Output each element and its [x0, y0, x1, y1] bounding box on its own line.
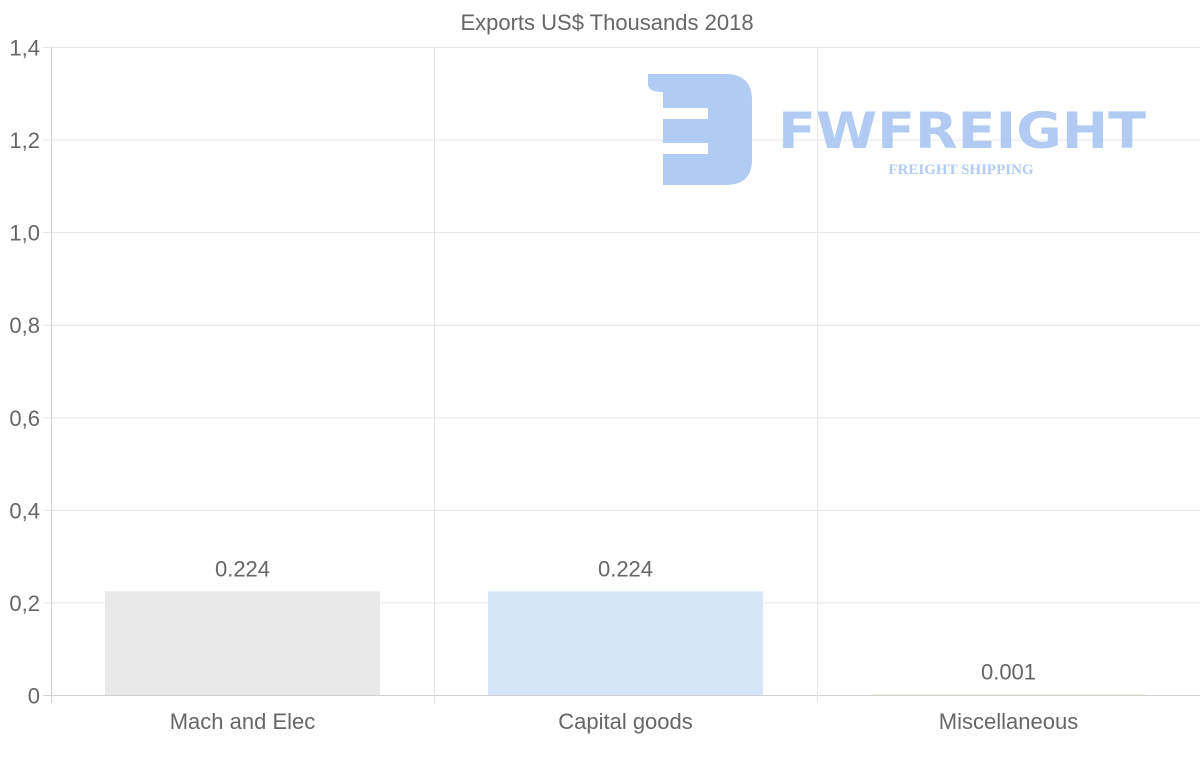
value-label: 0.224: [215, 556, 270, 581]
value-labels: 0.224 0.224 0.001: [215, 556, 1036, 684]
bars: [105, 591, 1146, 695]
bar-mach-and-elec: [105, 591, 380, 695]
fwfreight-watermark-logo: FWFREIGHT FREIGHT SHIPPING: [648, 74, 1146, 185]
value-label: 0.001: [981, 660, 1036, 685]
x-tick-label: Capital goods: [558, 709, 693, 734]
bar-capital-goods: [488, 591, 763, 695]
value-label: 0.224: [598, 556, 653, 581]
y-tick-label: 0,6: [9, 406, 40, 431]
x-tick-label: Miscellaneous: [939, 709, 1078, 734]
y-tick-label: 1,4: [9, 36, 40, 61]
x-tick-label: Mach and Elec: [170, 709, 316, 734]
y-tick-label: 0,4: [9, 498, 40, 523]
logo-mark-icon: [648, 74, 752, 185]
y-tick-label: 0,8: [9, 313, 40, 338]
watermark-brand: FWFREIGHT: [778, 102, 1146, 160]
y-tick-label: 0: [28, 684, 40, 709]
y-axis: 0 0,2 0,4 0,6 0,8 1,0 1,2 1,4: [9, 36, 40, 709]
y-tick-label: 1,0: [9, 221, 40, 246]
y-tick-label: 1,2: [9, 128, 40, 153]
chart-title: Exports US$ Thousands 2018: [460, 10, 753, 35]
y-tick-label: 0,2: [9, 591, 40, 616]
x-axis: Mach and Elec Capital goods Miscellaneous: [170, 709, 1078, 734]
watermark-tagline: FREIGHT SHIPPING: [888, 162, 1033, 178]
